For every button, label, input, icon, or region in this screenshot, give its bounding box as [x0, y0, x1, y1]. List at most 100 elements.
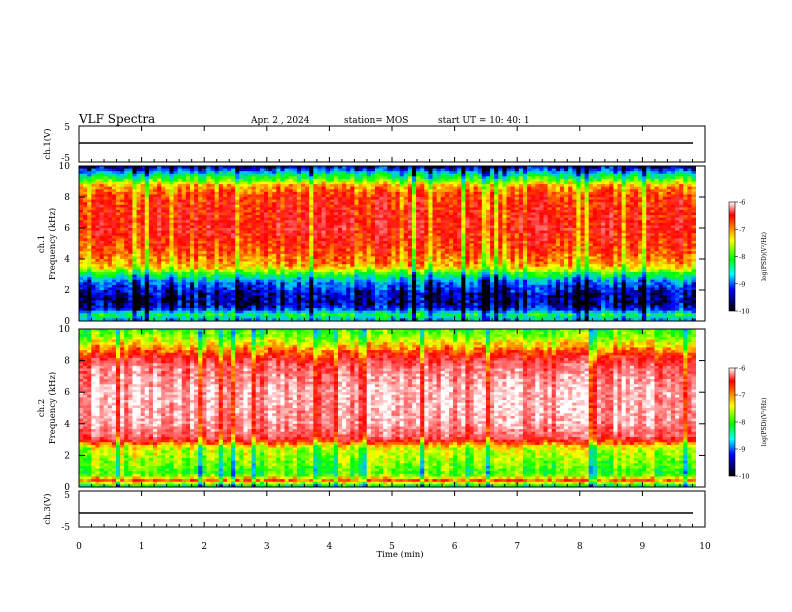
ch1-spectrogram-cell — [251, 199, 257, 203]
ch1-spectrogram-cell — [83, 233, 88, 237]
ch1-spectrogram-cell — [181, 310, 187, 314]
ch1-spectrogram-cell — [140, 220, 146, 224]
ch1-spectrogram-cell — [173, 287, 179, 291]
ch1-spectrogram-cell — [107, 282, 113, 286]
ch1-spectrogram-cell — [346, 189, 351, 193]
ch1-spectrogram-cell — [255, 308, 261, 312]
ch1-spectrogram-cell — [185, 184, 191, 188]
ch1-spectrogram-cell — [255, 240, 261, 244]
ch1-spectrogram-cell — [165, 277, 170, 281]
ch1-spectrogram-cell — [329, 166, 335, 169]
ch1-spectrogram-cell — [272, 308, 277, 312]
ch1-spectrogram-cell — [333, 302, 339, 306]
ch1-spectrogram-cell — [120, 264, 125, 268]
ch1-spectrogram-cell — [111, 305, 117, 309]
ch1-spectrogram-cell — [181, 171, 187, 175]
ch1-spectrogram-cell — [83, 225, 88, 229]
ch1-spectrogram-cell — [399, 248, 405, 252]
ch1-spectrogram-cell — [218, 197, 224, 200]
ch1-spectrogram-cell — [107, 315, 113, 319]
ch1-spectrogram-cell — [202, 202, 207, 206]
ch1-spectrogram-cell — [292, 173, 298, 177]
ch1-spectrogram-cell — [247, 184, 253, 188]
ch1-spectrogram-cell — [296, 209, 302, 213]
ch1-spectrogram-cell — [79, 209, 84, 213]
ch1-spectrogram-cell — [222, 282, 228, 286]
ch1-spectrogram-cell — [198, 238, 203, 242]
ch1-spectrogram-cell — [99, 279, 105, 283]
ch1-spectrogram-cell — [317, 168, 322, 172]
ch1-spectrogram-cell — [202, 266, 207, 270]
ch1-spectrogram-cell — [194, 287, 199, 291]
ch1-spectrogram-cell — [206, 233, 211, 237]
ch1-spectrogram-cell — [366, 186, 372, 190]
ch1-spectrogram-cell — [111, 191, 117, 195]
ch1-spectrogram-cell — [157, 230, 162, 234]
ch1-spectrogram-cell — [292, 277, 298, 281]
ch1-spectrogram-cell — [99, 287, 105, 291]
ch1-spectrogram-cell — [91, 251, 96, 255]
ch1-spectrogram-cell — [300, 207, 306, 211]
ch1-spectrogram-cell — [206, 274, 211, 278]
ch1-spectrogram-cell — [379, 287, 384, 291]
ch1-spectrogram-cell — [251, 186, 257, 190]
ch1-spectrogram-cell — [337, 217, 343, 221]
ch1-spectrogram-cell — [313, 246, 318, 250]
ch1-spectrogram-cell — [173, 318, 179, 322]
ch1-spectrogram-cell — [198, 178, 203, 182]
ch1-spectrogram-cell — [83, 246, 88, 250]
ch1-spectrogram-cell — [383, 220, 388, 224]
ch1-spectrogram-cell — [403, 287, 409, 291]
ch1-spectrogram-cell — [120, 243, 125, 247]
ch1-spectrogram-cell — [276, 233, 281, 237]
ch1-spectrogram-cell — [161, 207, 166, 211]
ch1-spectrogram-cell — [333, 284, 339, 288]
ch1-spectrogram-cell — [202, 313, 207, 317]
ch1-spectrogram-cell — [346, 173, 351, 177]
ch1-spectrogram-cell — [235, 220, 240, 224]
ch1-spectrogram-cell — [288, 230, 294, 234]
ch1-spectrogram-cell — [317, 300, 322, 304]
ch1-spectrogram-cell — [391, 261, 396, 265]
ch1-spectrogram-cell — [87, 222, 92, 226]
ch1-spectrogram-cell — [395, 168, 401, 172]
ch1-spectrogram-cell — [263, 186, 269, 190]
ch1-spectrogram-cell — [259, 256, 265, 260]
ch1-spectrogram-cell — [309, 274, 314, 278]
ch1-spectrogram-cell — [313, 217, 318, 221]
ch1-spectrogram-cell — [272, 235, 277, 239]
ch1-spectrogram-cell — [276, 282, 281, 286]
ch1-spectrogram-cell — [165, 261, 170, 265]
ch1-spectrogram-cell — [194, 178, 199, 182]
ch1-spectrogram-cell — [79, 191, 84, 195]
ch1-spectrogram-cell — [152, 243, 158, 247]
ch1-spectrogram-cell — [136, 176, 142, 180]
ch1-spectrogram-cell — [407, 181, 413, 185]
ch1-spectrogram-cell — [247, 271, 253, 275]
ch1-spectrogram-cell — [383, 305, 388, 309]
ch1-spectrogram-cell — [379, 300, 384, 304]
ch1-spectrogram-cell — [235, 292, 240, 296]
ch1-spectrogram-cell — [231, 171, 236, 175]
ch1-spectrogram-cell — [251, 279, 257, 283]
ch1-spectrogram-cell — [83, 217, 88, 221]
ch1-spectrogram-cell — [243, 184, 248, 188]
ch1-spectrogram-cell — [296, 222, 302, 226]
ch1-spectrogram-cell — [165, 290, 170, 293]
ch1-spectrogram-cell — [346, 243, 351, 247]
ch1-spectrogram-cell — [321, 287, 327, 291]
ch1-spectrogram-cell — [317, 207, 322, 211]
ch1-spectrogram-cell — [235, 189, 240, 193]
ch1-spectrogram-cell — [325, 310, 331, 314]
ch1-spectrogram-cell — [136, 235, 142, 239]
ch1-spectrogram-cell — [251, 253, 257, 257]
ch1-spectrogram-cell — [317, 184, 322, 188]
ch1-spectrogram-cell — [387, 202, 392, 206]
ch1-spectrogram-cell — [399, 228, 405, 231]
ch1-spectrogram-cell — [399, 220, 405, 224]
ch1-spectrogram-cell — [383, 251, 388, 255]
ch1-spectrogram-cell — [157, 284, 162, 288]
ch1-spectrogram-cell — [136, 220, 142, 224]
ch1-spectrogram-cell — [337, 259, 343, 262]
ch1-spectrogram-cell — [140, 225, 146, 229]
